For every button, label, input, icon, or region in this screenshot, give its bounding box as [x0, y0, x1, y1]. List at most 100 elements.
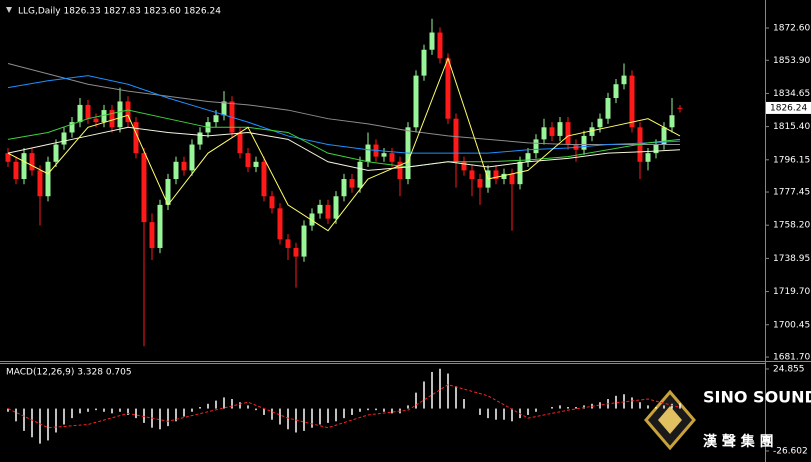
candle-body: [221, 101, 227, 116]
candle-body: [309, 213, 315, 226]
candle-body: [533, 139, 539, 154]
ma-line: [7, 63, 680, 146]
candle-body: [189, 144, 195, 171]
candle-body: [293, 247, 299, 257]
candle-body: [269, 196, 275, 209]
candle-body: [629, 75, 635, 128]
logo-chinese: 漢 聲 集 團: [703, 433, 774, 450]
candle-body: [469, 170, 475, 180]
candle-body: [557, 122, 563, 136]
candle-body: [61, 132, 67, 145]
y-tick-label: 1834.65: [773, 89, 810, 99]
candle-body: [85, 104, 91, 119]
candle-body: [213, 115, 219, 123]
candle-body: [77, 104, 83, 123]
candle-body: [165, 179, 171, 205]
candle-body: [597, 118, 603, 128]
y-tick-label: 1815.40: [773, 122, 810, 132]
y-tick-label: 1738.95: [773, 254, 810, 264]
y-tick-label: 1853.90: [773, 56, 810, 66]
candle-body: [325, 204, 331, 219]
candle-body: [301, 225, 307, 257]
candle-body: [21, 153, 27, 180]
logo-name: SINO SOUND: [703, 388, 811, 407]
candle-body: [261, 161, 267, 197]
candle-body: [173, 161, 179, 180]
candle-body: [317, 204, 323, 214]
candle-body: [133, 122, 139, 154]
candle-body: [237, 132, 243, 154]
panel-title: MACD(12,26,9) 3.328 0.705: [6, 368, 132, 378]
y-tick-label: 1700.45: [773, 320, 810, 330]
candle-body: [141, 153, 147, 223]
candle-body: [365, 144, 371, 162]
candle-body: [357, 161, 363, 188]
ma-line: [7, 56, 681, 232]
candle-body: [149, 222, 155, 248]
candle-body: [37, 170, 43, 197]
candle-body: [181, 161, 187, 171]
logo: SINO SOUND 漢 聲 集 團: [644, 388, 811, 451]
candle-body: [541, 127, 547, 140]
candle-body: [245, 153, 251, 167]
y-tick-label: 1758.20: [773, 221, 810, 231]
logo-inner: [658, 406, 682, 434]
candle-body: [333, 196, 339, 219]
candle-body: [101, 110, 107, 123]
y-tick-label: 1719.70: [773, 287, 810, 297]
candle-body: [677, 107, 683, 109]
ma-line: [7, 75, 681, 154]
candle-body: [645, 153, 651, 162]
last-price-label: 1826.24: [770, 103, 807, 113]
candle-body: [613, 84, 619, 99]
candle-body: [69, 122, 75, 133]
candle-body: [429, 32, 435, 50]
y-tick-label: -26.602: [773, 446, 808, 456]
candle-body: [125, 101, 131, 123]
title-icon: [6, 7, 12, 13]
candle-body: [5, 153, 11, 162]
candle-body: [381, 153, 387, 157]
candle-body: [157, 204, 163, 248]
candle-body: [93, 118, 99, 123]
ma-line: [7, 384, 681, 429]
candle-body: [509, 173, 515, 185]
candle-body: [621, 75, 627, 85]
candle-body: [117, 101, 123, 128]
candle-body: [277, 208, 283, 240]
last-price-box: [766, 101, 811, 114]
candle-body: [453, 118, 459, 162]
candle-body: [421, 49, 427, 76]
candle-body: [477, 179, 483, 188]
candle-body: [605, 98, 611, 119]
candle-body: [525, 153, 531, 162]
candle-body: [45, 161, 51, 197]
y-tick-label: 24.855: [773, 364, 805, 374]
candle-body: [285, 239, 291, 248]
candle-body: [397, 161, 403, 180]
candle-body: [493, 170, 499, 180]
candle-body: [445, 58, 451, 119]
candle-body: [29, 153, 35, 171]
candle-body: [349, 179, 355, 188]
candle-body: [197, 132, 203, 145]
y-tick-label: 1681.70: [773, 353, 810, 363]
y-tick-label: 1777.45: [773, 188, 810, 198]
panel-title: LLG,Daily 1826.33 1827.83 1823.60 1826.2…: [18, 7, 221, 17]
candle-body: [253, 161, 259, 167]
candle-body: [589, 127, 595, 136]
candle-body: [413, 75, 419, 128]
candle-body: [581, 135, 587, 150]
candle-body: [437, 32, 443, 59]
y-tick-label: 1872.60: [773, 24, 810, 34]
candle-body: [653, 144, 659, 154]
candle-body: [549, 127, 555, 136]
ma-line: [7, 126, 681, 171]
candle-body: [109, 110, 115, 128]
candle-body: [53, 144, 59, 162]
candle-body: [341, 179, 347, 197]
candle-body: [565, 122, 571, 145]
candle-body: [517, 161, 523, 185]
